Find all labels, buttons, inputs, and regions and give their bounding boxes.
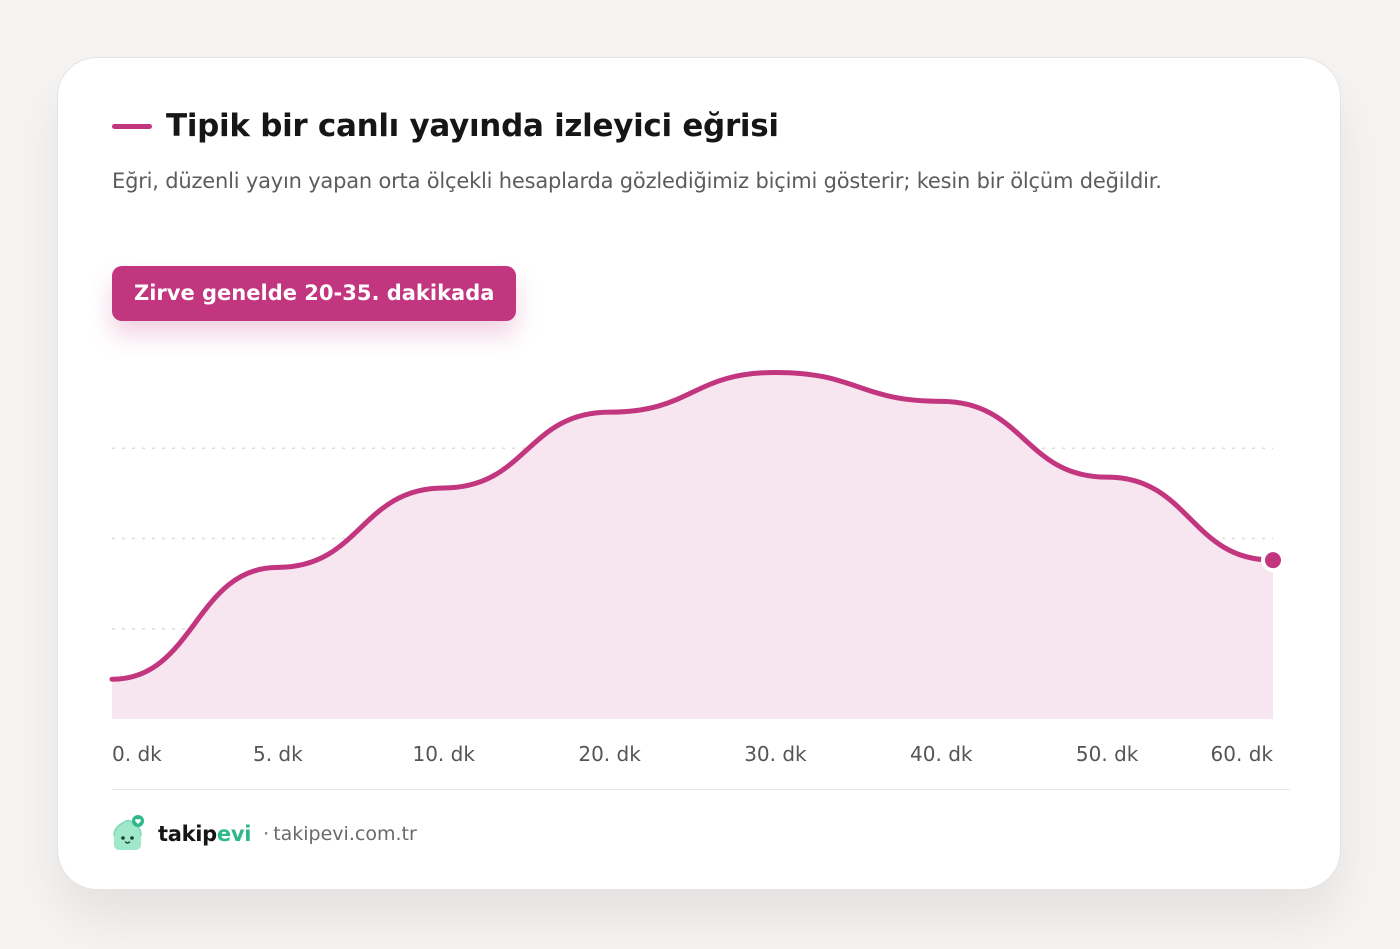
area-fill xyxy=(112,372,1273,719)
chart-card: Tipik bir canlı yayında izleyici eğrisi … xyxy=(57,57,1341,890)
house-mascot-heart-icon xyxy=(113,815,144,850)
x-tick-label: 60. dk xyxy=(1211,742,1274,766)
viewer-curve-chart: 0. dk 5. dk 10. dk 20. dk 30. dk 40. dk 50. dk… xyxy=(109,369,1285,766)
data-points xyxy=(1261,548,1285,573)
brand-name: takipevi xyxy=(158,822,251,846)
peak-badge: Zirve genelde 20-35. dakikada xyxy=(112,266,517,321)
x-tick-label: 50. dk xyxy=(1076,742,1139,766)
x-tick-label: 30. dk xyxy=(744,742,807,766)
series-line xyxy=(109,369,1276,682)
x-tick-label: 20. dk xyxy=(578,742,641,766)
title-row: Tipik bir canlı yayında izleyici eğrisi xyxy=(112,108,779,144)
x-tick-label: 0. dk xyxy=(112,742,162,766)
footer-url[interactable]: takipevi.com.tr xyxy=(273,823,417,845)
x-tick-labels: 0. dk 5. dk 10. dk 20. dk 30. dk 40. dk 50. dk… xyxy=(112,742,1273,766)
x-tick-label: 5. dk xyxy=(253,742,303,766)
x-tick-label: 40. dk xyxy=(910,742,973,766)
chart-title: Tipik bir canlı yayında izleyici eğrisi xyxy=(166,108,779,144)
footer-divider xyxy=(112,789,1290,790)
x-tick-label: 10. dk xyxy=(412,742,475,766)
brand-name-main: takip xyxy=(158,822,217,846)
footer: takipevi · takipevi.com.tr xyxy=(110,812,417,856)
brand-name-accent: evi xyxy=(216,822,252,846)
title-legend-dash xyxy=(112,123,152,129)
footer-separator: · xyxy=(263,823,270,845)
end-point-marker xyxy=(1261,548,1285,573)
chart-subtitle: Eğri, düzenli yayın yapan orta ölçekli h… xyxy=(112,169,1162,193)
